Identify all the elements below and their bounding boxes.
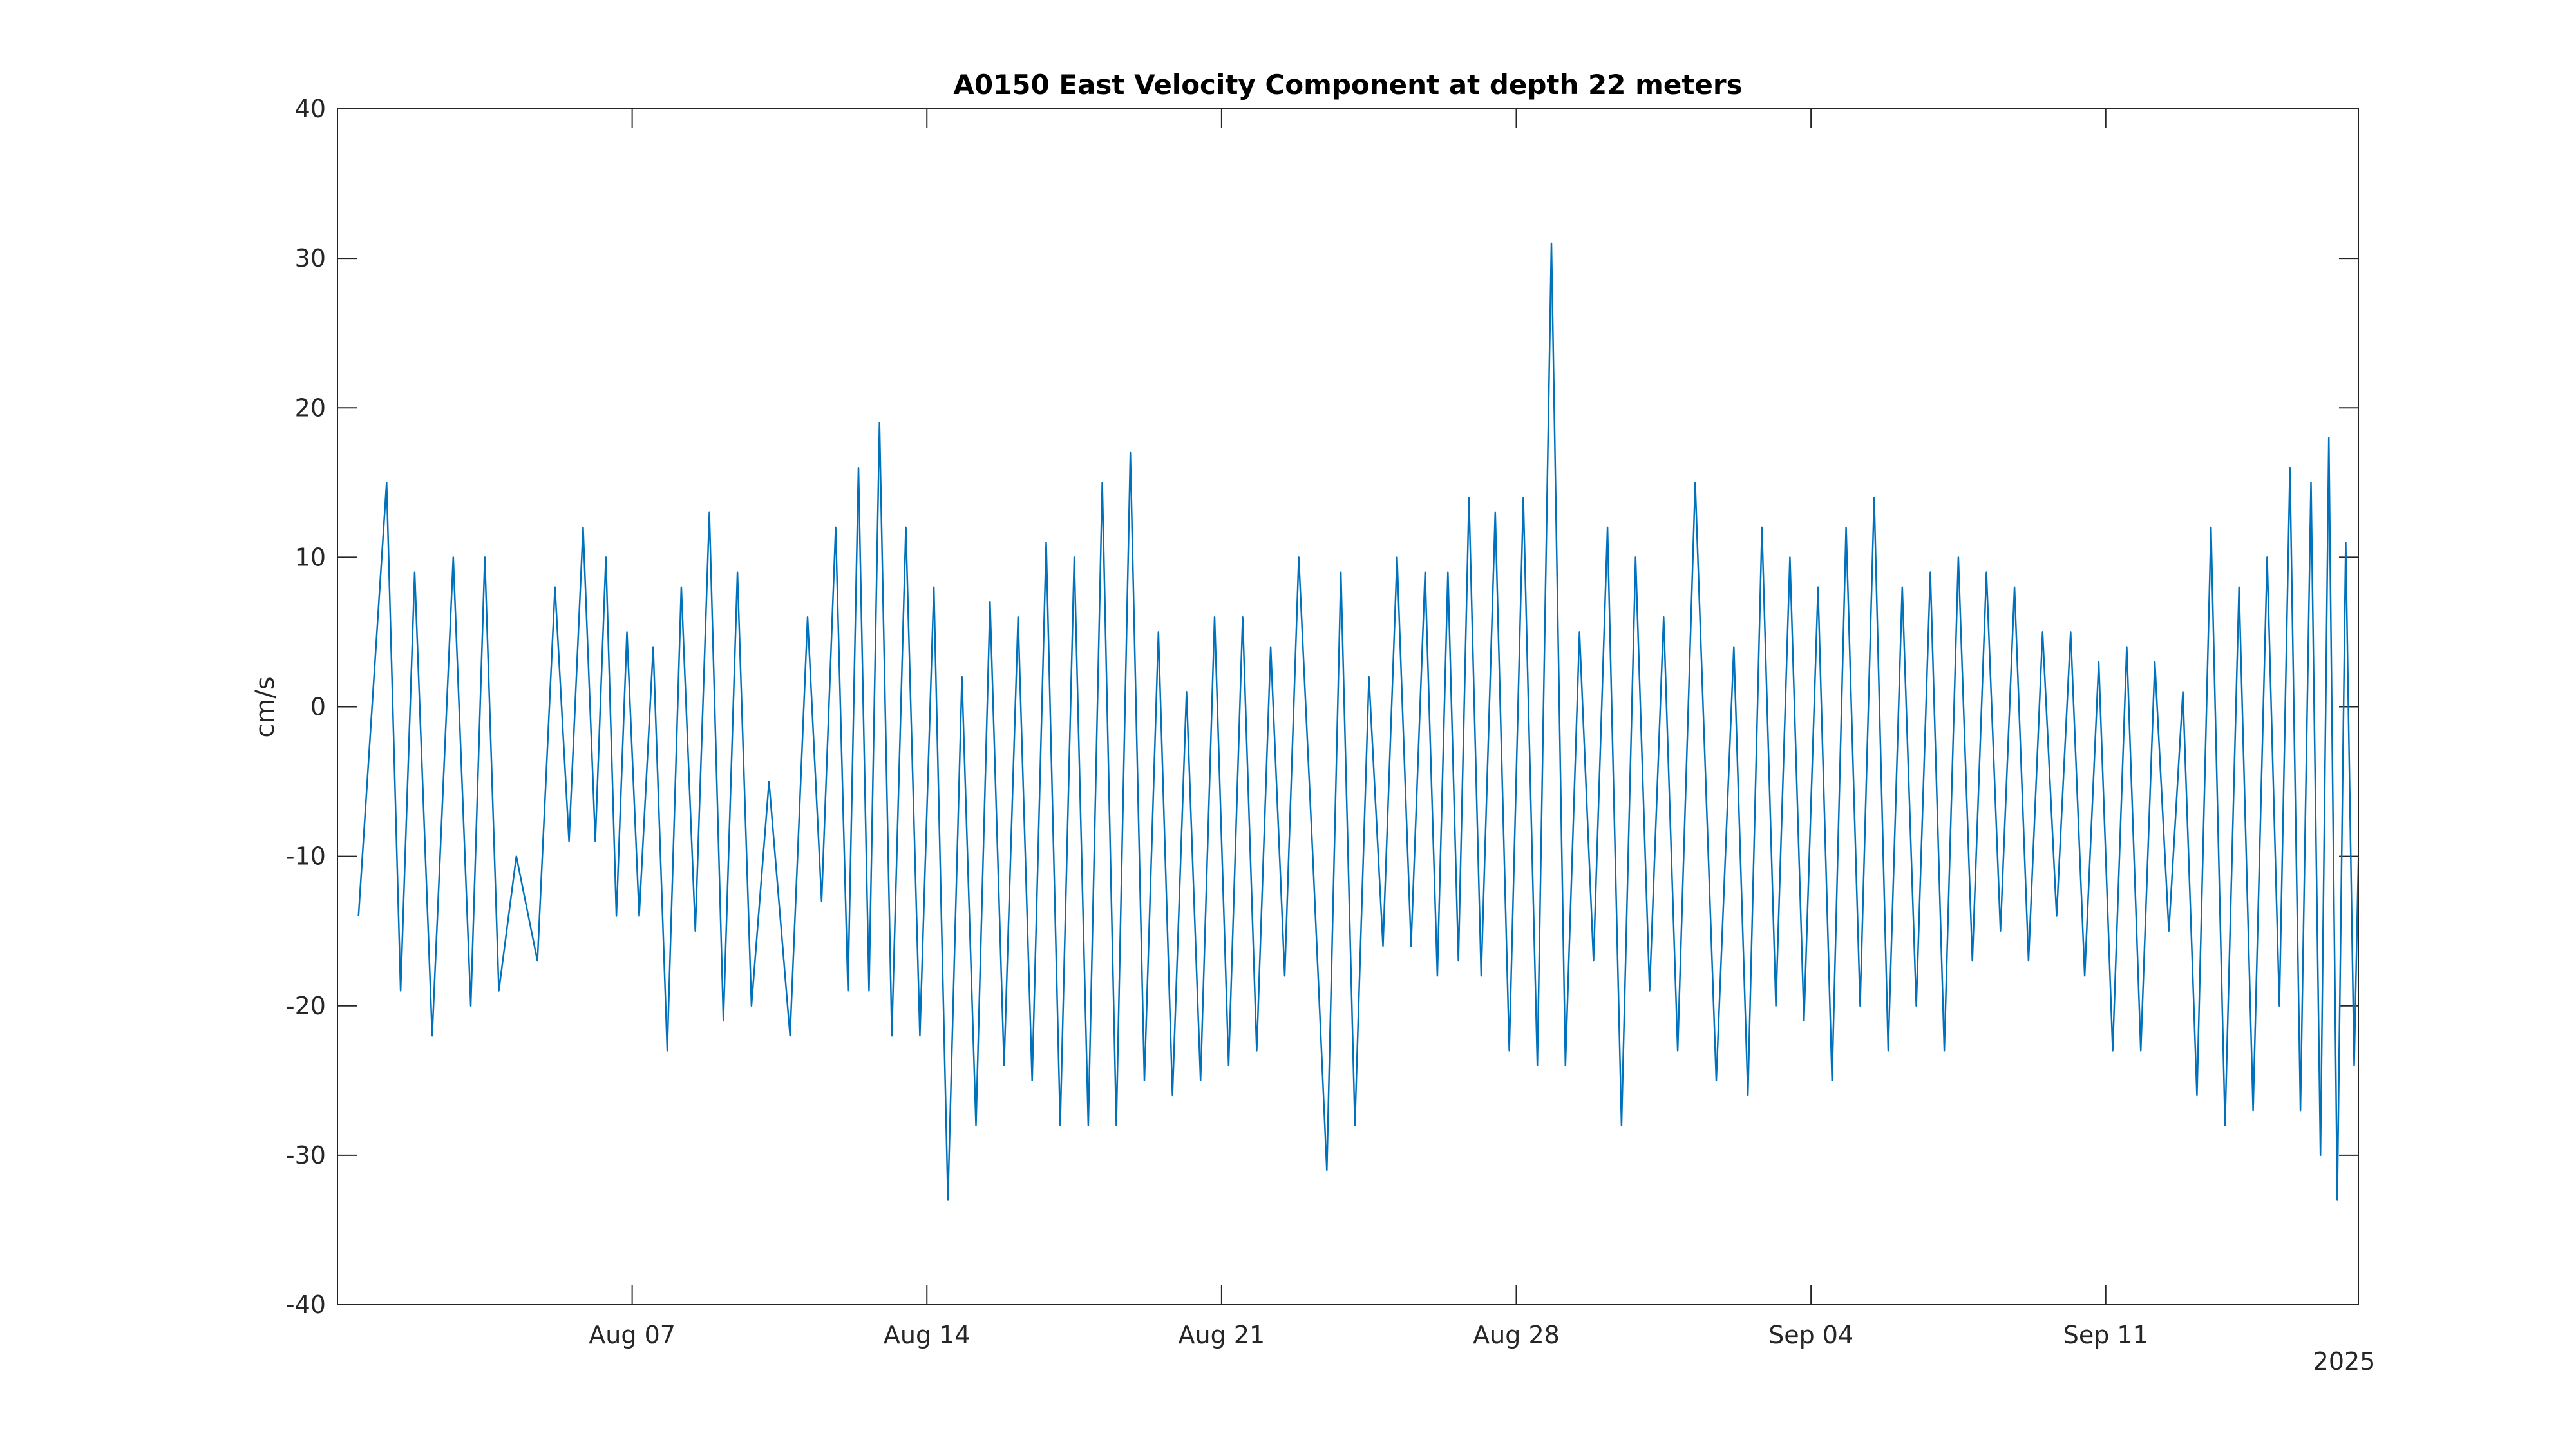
x-tick-label: Aug 14 <box>884 1321 971 1349</box>
x-tick-label: Aug 21 <box>1179 1321 1265 1349</box>
chart-title: A0150 East Velocity Component at depth 2… <box>953 69 1742 100</box>
y-ticks: -40 -30 -20 -10 0 10 20 30 40 <box>286 95 2358 1319</box>
velocity-series-line <box>357 242 2358 1201</box>
x-tick-label: Sep 04 <box>1768 1321 1853 1349</box>
y-tick-label: -30 <box>286 1141 326 1170</box>
plot-area <box>337 108 2359 1305</box>
y-tick-label: 10 <box>295 543 326 571</box>
x-ticks: Aug 07 Aug 14 Aug 21 Aug 28 Sep 04 Sep 11 <box>589 109 2148 1349</box>
y-axis-label: cm/s <box>251 676 280 737</box>
x-tick-label: Sep 11 <box>2063 1321 2148 1349</box>
x-year-label: 2025 <box>2313 1347 2376 1376</box>
y-tick-label: 20 <box>295 393 326 422</box>
y-tick-label: -20 <box>286 992 326 1020</box>
x-tick-label: Aug 28 <box>1473 1321 1560 1349</box>
y-tick-label: -10 <box>286 842 326 871</box>
y-tick-label: 0 <box>310 693 326 721</box>
y-tick-label: 40 <box>295 95 326 123</box>
y-tick-label: -40 <box>286 1291 326 1319</box>
series-group <box>357 242 2358 1201</box>
x-tick-label: Aug 07 <box>589 1321 676 1349</box>
y-tick-label: 30 <box>295 244 326 272</box>
